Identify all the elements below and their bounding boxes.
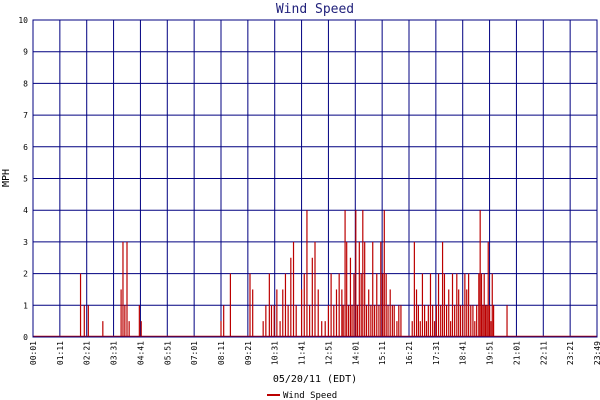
x-tick-label: 02:21 (83, 341, 92, 365)
x-tick-label: 15:11 (378, 341, 387, 365)
chart-title: Wind Speed (276, 2, 354, 17)
x-tick-label: 21:01 (512, 341, 521, 365)
y-tick-label: 6 (23, 143, 28, 152)
x-tick-label: 01:11 (56, 341, 65, 365)
x-tick-label: 11:41 (298, 341, 307, 365)
x-tick-label: 12:51 (324, 341, 333, 365)
x-axis-label: 05/20/11 (EDT) (273, 374, 357, 385)
x-tick-label: 22:11 (539, 341, 548, 365)
x-tick-labels: 00:01 01:11 02:21 03:31 04:41 05:51 07:01 08:11… (29, 341, 600, 365)
y-tick-label: 4 (23, 206, 28, 215)
legend: Wind Speed (267, 391, 337, 400)
y-tick-label: 0 (23, 333, 28, 342)
y-tick-label: 5 (23, 175, 28, 184)
grid-layer (33, 20, 597, 337)
x-tick-label: 16:21 (405, 341, 414, 365)
x-tick-label: 10:31 (271, 341, 280, 365)
legend-label: Wind Speed (283, 391, 337, 400)
y-tick-label: 1 (23, 301, 28, 310)
y-tick-label: 8 (23, 79, 28, 88)
x-tick-label: 17:31 (432, 341, 441, 365)
x-tick-label: 19:51 (486, 341, 495, 365)
y-tick-labels: 0 1 2 3 4 5 6 7 8 9 10 (18, 16, 28, 342)
y-tick-label: 7 (23, 111, 28, 120)
plot-frame (32, 19, 598, 338)
bars-layer (33, 210, 597, 338)
x-tick-label: 09:21 (244, 341, 253, 365)
x-tick-label: 23:49 (593, 341, 600, 365)
x-tick-label: 23:21 (566, 341, 575, 365)
x-tick-label: 05:51 (163, 341, 172, 365)
x-tick-label: 18:41 (459, 341, 468, 365)
y-tick-label: 3 (23, 238, 28, 247)
y-tick-label: 2 (23, 270, 28, 279)
y-tick-label: 10 (18, 16, 28, 25)
x-tick-label: 07:01 (190, 341, 199, 365)
y-axis-label: MPH (1, 169, 12, 187)
x-tick-label: 03:31 (110, 341, 119, 365)
x-tick-label: 00:01 (29, 341, 38, 365)
x-tick-label: 08:11 (217, 341, 226, 365)
x-tick-label: 04:41 (136, 341, 145, 365)
y-tick-label: 9 (23, 48, 28, 57)
x-tick-label: 14:01 (351, 341, 360, 365)
